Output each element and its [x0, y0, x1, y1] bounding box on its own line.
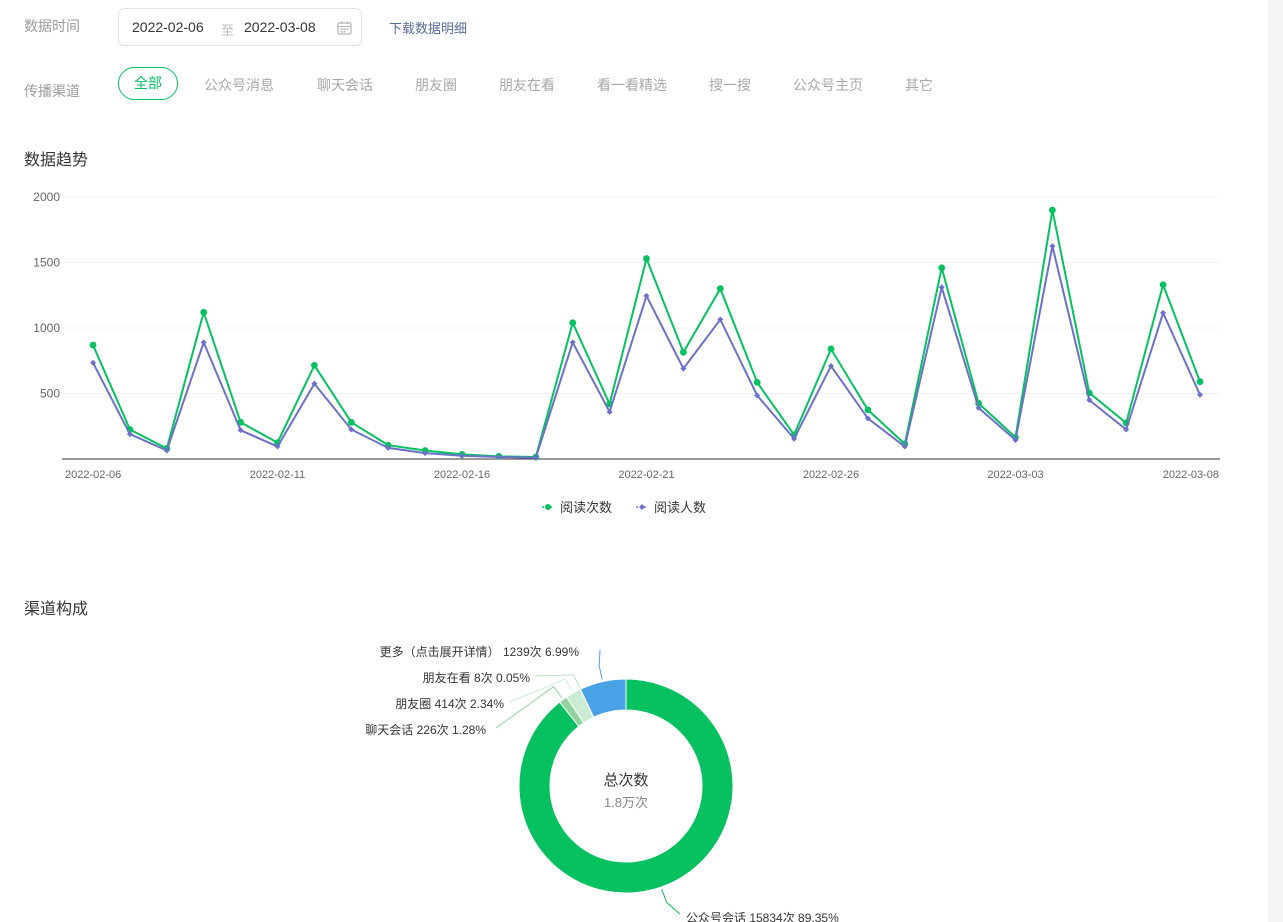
scrollbar-track[interactable] [1268, 0, 1283, 922]
data-point [1197, 391, 1203, 398]
legend-marker [545, 504, 551, 510]
channel-label: 传播渠道 [24, 83, 80, 99]
data-point [680, 348, 687, 356]
donut-center-title: 总次数 [603, 772, 648, 789]
y-tick-label: 1000 [33, 321, 60, 335]
data-point [864, 406, 872, 414]
date-range-picker[interactable]: 2022-02-06 至 2022-03-08 [118, 8, 362, 46]
composition-title: 渠道构成 [24, 601, 89, 618]
leader-line [509, 678, 573, 703]
date-separator: 至 [221, 23, 235, 38]
y-tick-label: 2000 [33, 190, 60, 204]
data-point [901, 443, 908, 450]
data-point [347, 418, 355, 426]
data-point [311, 380, 318, 387]
data-point [126, 431, 133, 438]
data-point [163, 447, 170, 454]
leader-line [598, 649, 603, 680]
data-point [90, 359, 96, 366]
data-point [828, 362, 834, 369]
trend-line-chart: 500 1000 1500 2000 2022-02-06 2022-02-11 2022-… [33, 190, 1220, 515]
data-point [532, 454, 539, 461]
slice-label: 更多（点击展开详情） 1239次 6.99% [380, 644, 580, 659]
data-point [385, 444, 392, 451]
x-tick-label: 2022-02-26 [803, 469, 859, 481]
data-point [680, 365, 687, 372]
data-point [864, 415, 871, 422]
slice-label: 朋友圈 414次 2.34% [395, 697, 504, 711]
download-details-link[interactable]: 下载数据明细 [389, 21, 468, 36]
data-point [606, 408, 613, 415]
end-date[interactable]: 2022-03-08 [244, 19, 316, 35]
leader-line [661, 888, 681, 915]
tab-all[interactable]: 全部 [118, 67, 178, 100]
tab-other[interactable]: 其它 [905, 77, 933, 93]
data-point [1159, 281, 1167, 289]
legend-marker [639, 504, 645, 510]
data-point [1196, 378, 1204, 386]
composition-donut-chart: 总次数 1.8万次 更多（点击展开详情） 1239次 6.99% 朋友在看 8次 0.… [365, 644, 839, 922]
time-label: 数据时间 [24, 18, 80, 34]
leader-line [534, 674, 580, 688]
calendar-icon[interactable] [337, 21, 352, 35]
start-date[interactable]: 2022-02-06 [132, 19, 204, 35]
tab-top-stories[interactable]: 看一看精选 [597, 77, 667, 93]
data-point [1049, 206, 1056, 214]
x-tick-label: 2022-02-11 [250, 469, 305, 481]
series-line-1 [92, 209, 1201, 459]
x-tick-label: 2022-03-03 [987, 469, 1043, 481]
x-tick-label: 2022-02-16 [434, 469, 490, 481]
leader-line [495, 685, 563, 729]
data-point [1160, 309, 1167, 316]
tab-moments[interactable]: 朋友圈 [415, 77, 457, 93]
data-point [938, 264, 946, 272]
data-point [569, 319, 577, 327]
data-point [643, 255, 650, 262]
data-point [274, 443, 281, 450]
pie-slice [518, 678, 734, 894]
data-point [643, 292, 650, 299]
slice-label: 朋友在看 8次 0.05% [423, 671, 531, 685]
data-point [975, 404, 982, 411]
series-line-2 [92, 245, 1201, 459]
data-point [1123, 426, 1130, 433]
x-tick-label: 2022-02-06 [65, 469, 121, 481]
tab-friends-watching[interactable]: 朋友在看 [499, 77, 555, 93]
data-point [348, 426, 355, 433]
tab-chat[interactable]: 聊天会话 [317, 77, 373, 93]
data-point [1049, 243, 1056, 250]
data-point [422, 450, 429, 457]
data-point [200, 308, 208, 316]
data-point [938, 284, 945, 291]
pie-slice [579, 678, 627, 718]
data-point [311, 361, 318, 369]
data-point [827, 345, 835, 353]
slice-label: 聊天会话 226次 1.28% [365, 723, 486, 737]
data-point [1012, 437, 1019, 444]
data-point [754, 392, 761, 399]
data-point [89, 341, 97, 349]
tab-official-message[interactable]: 公众号消息 [204, 77, 274, 93]
data-point [791, 435, 798, 442]
data-point [753, 378, 761, 386]
slice-label: 公众号会话 15834次 89.35% [686, 911, 839, 922]
x-tick-label: 2022-03-08 [1163, 469, 1219, 481]
data-point [717, 316, 724, 323]
x-tick-label: 2022-02-21 [618, 469, 674, 481]
data-point [237, 427, 244, 434]
legend-label: 阅读次数 [560, 500, 612, 515]
data-point [716, 285, 724, 293]
legend-label: 阅读人数 [654, 500, 706, 515]
tab-account-home[interactable]: 公众号主页 [793, 77, 863, 93]
tab-search[interactable]: 搜一搜 [709, 77, 751, 93]
data-point [459, 452, 465, 459]
y-tick-label: 500 [40, 387, 60, 401]
data-point [495, 454, 502, 461]
data-point [200, 339, 207, 346]
data-point [1086, 397, 1093, 404]
trend-title: 数据趋势 [24, 152, 89, 169]
data-point [569, 339, 576, 346]
donut-center-value: 1.8万次 [604, 795, 648, 810]
y-tick-label: 1500 [33, 256, 60, 270]
